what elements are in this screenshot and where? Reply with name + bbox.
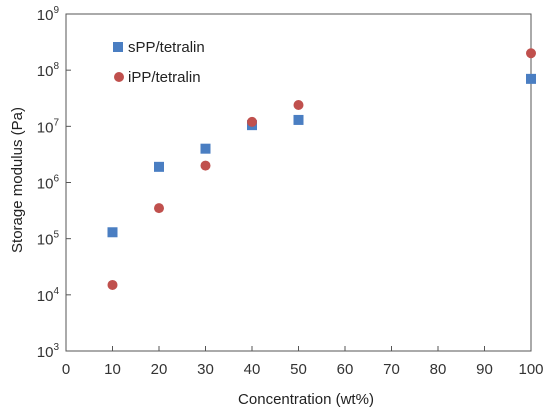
y-tick-base: 10	[37, 232, 54, 249]
y-tick-label: 107	[37, 117, 60, 136]
y-tick-base: 10	[37, 344, 54, 361]
x-axis-ticks: 0 10 20 30 40 50 60 70 80 90 100	[62, 346, 544, 378]
x-tick-label: 70	[383, 361, 400, 378]
y-tick-base: 10	[37, 7, 54, 24]
y-tick-exponent: 7	[53, 117, 59, 128]
y-tick-exponent: 9	[53, 5, 59, 16]
x-tick-label: 30	[197, 361, 214, 378]
y-tick-base: 10	[37, 63, 54, 80]
x-tick-label: 0	[62, 361, 70, 378]
plot-area	[65, 13, 532, 352]
y-axis-title: Storage modulus (Pa)	[9, 107, 26, 253]
y-tick-base: 10	[37, 176, 54, 193]
x-tick-label: 90	[476, 361, 493, 378]
y-tick-label: 103	[37, 342, 60, 361]
y-tick-base: 10	[37, 288, 54, 305]
point-ipp	[200, 160, 211, 171]
data-points	[107, 48, 536, 290]
y-tick-label: 108	[37, 61, 60, 80]
plot-frame	[65, 13, 532, 352]
x-tick-label: 40	[244, 361, 261, 378]
x-axis-title: Concentration (wt%)	[238, 391, 374, 408]
point-spp	[200, 143, 211, 154]
point-spp	[293, 114, 304, 125]
y-tick-label: 106	[37, 174, 60, 193]
point-spp	[154, 161, 164, 172]
x-tick-label: 80	[430, 361, 447, 378]
x-tick-label: 10	[104, 361, 121, 378]
x-tick-label: 20	[151, 361, 168, 378]
y-tick-exponent: 4	[53, 286, 59, 297]
y-tick-exponent: 6	[53, 174, 59, 185]
y-tick-exponent: 5	[53, 230, 59, 241]
y-tick-base: 10	[37, 119, 54, 136]
y-tick-exponent: 3	[53, 342, 59, 353]
legend-label-spp: sPP/tetralin	[128, 39, 205, 56]
point-ipp	[154, 203, 164, 214]
legend-marker-ipp	[114, 72, 124, 82]
point-ipp	[247, 116, 257, 127]
point-ipp	[526, 48, 536, 59]
point-spp	[107, 227, 118, 238]
y-tick-label: 109	[37, 5, 60, 24]
x-tick-label: 100	[518, 361, 543, 378]
point-ipp	[107, 279, 118, 290]
y-tick-label: 105	[37, 230, 60, 249]
x-tick-label: 60	[337, 361, 354, 378]
legend-marker-spp	[113, 42, 123, 52]
y-tick-label: 104	[37, 286, 60, 305]
y-tick-exponent: 8	[53, 61, 59, 72]
x-tick-label: 50	[290, 361, 307, 378]
legend-label-ipp: iPP/tetralin	[128, 69, 201, 86]
point-ipp	[293, 99, 304, 110]
point-spp	[526, 73, 536, 84]
legend: sPP/tetralin iPP/tetralin	[113, 39, 205, 86]
